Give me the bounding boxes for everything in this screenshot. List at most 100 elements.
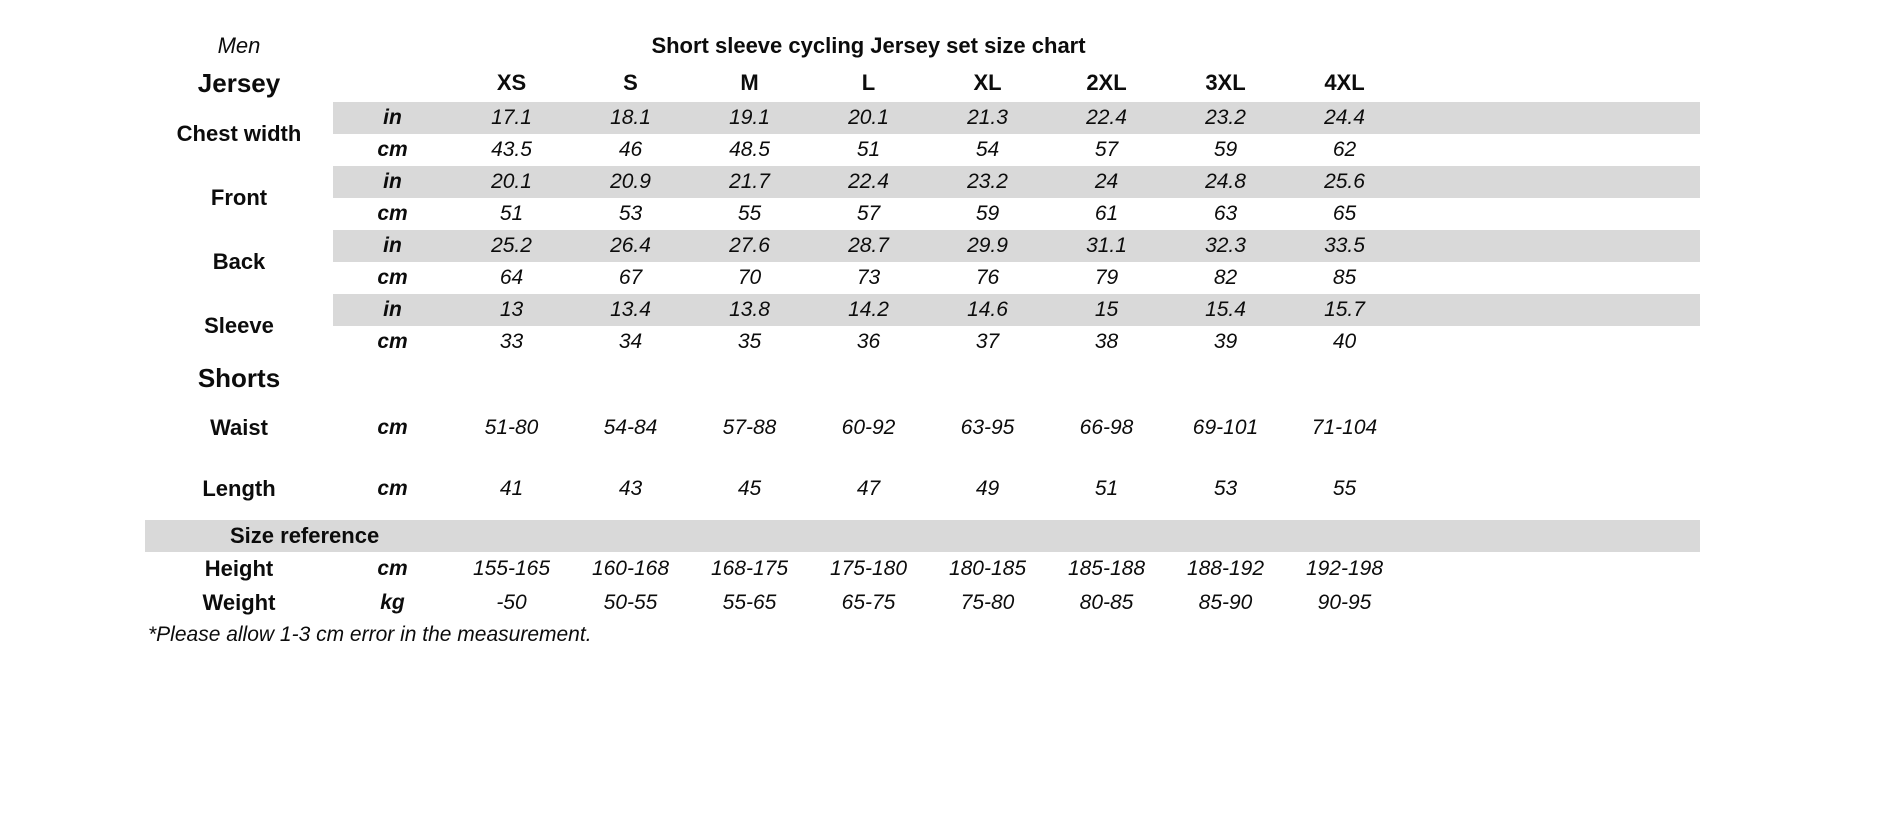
value-cell: 43.5	[491, 138, 532, 161]
table-row: in 20.1 20.9 21.7 22.4 23.2 24 24.8 25.6	[333, 166, 1700, 198]
value-cell: 192-198	[1305, 557, 1384, 580]
value-cell: 47	[856, 477, 881, 500]
value-cell: 28.7	[848, 234, 889, 257]
value-cell: 51	[1094, 477, 1119, 500]
value-cell: 59	[975, 202, 1000, 225]
value-cell: 82	[1213, 266, 1238, 289]
value-cell: 90-95	[1317, 591, 1372, 614]
value-cell: 168-175	[710, 557, 789, 580]
size-reference-band: Size reference	[145, 520, 1700, 552]
value-cell: 23.2	[1205, 106, 1246, 129]
table-row-length: Length cm 41 43 45 47 49 51 53 55	[145, 458, 1700, 520]
value-cell: 185-188	[1067, 557, 1146, 580]
value-cell: 175-180	[829, 557, 908, 580]
size-chart-table: Men Short sleeve cycling Jersey set size…	[145, 28, 1700, 650]
value-cell: 13.8	[729, 298, 770, 321]
value-cell: 57-88	[722, 416, 777, 439]
row-label-weight: Weight	[202, 589, 276, 615]
section-heading-jersey: Jersey	[197, 67, 281, 98]
value-cell: 63	[1213, 202, 1238, 225]
unit-cell: cm	[377, 477, 408, 500]
value-cell: 65	[1332, 202, 1357, 225]
row-label-sleeve: Sleeve	[204, 313, 274, 338]
header-row: Jersey XS S M L XL 2XL 3XL 4XL	[145, 64, 1700, 102]
column-header-2xl: 2XL	[1086, 70, 1127, 95]
value-cell: 57	[856, 202, 881, 225]
value-cell: 55	[737, 202, 762, 225]
value-cell: 40	[1332, 330, 1357, 353]
value-cell: 85	[1332, 266, 1357, 289]
value-cell: 59	[1213, 138, 1238, 161]
row-label-back: Back	[212, 249, 266, 274]
value-cell: 71-104	[1311, 416, 1378, 439]
unit-cell: cm	[377, 416, 408, 439]
value-cell: 45	[737, 477, 762, 500]
value-cell: 17.1	[491, 106, 532, 129]
value-cell: 57	[1094, 138, 1119, 161]
table-row: cm 51 53 55 57 59 61 63 65	[333, 198, 1700, 230]
row-label-waist: Waist	[210, 414, 268, 440]
column-header-l: L	[861, 70, 876, 95]
value-cell: 13.4	[610, 298, 651, 321]
row-label-front: Front	[210, 185, 268, 210]
value-cell: 55	[1332, 477, 1357, 500]
value-cell: 25.2	[491, 234, 532, 257]
value-cell: 24	[1094, 170, 1119, 193]
value-cell: 21.7	[729, 170, 770, 193]
value-cell: 35	[737, 330, 762, 353]
value-cell: 67	[618, 266, 643, 289]
measurement-chest-width: Chest width in 17.1 18.1 19.1 20.1 21.3 …	[145, 102, 1700, 166]
section-row-shorts: Shorts	[145, 358, 1700, 398]
table-row: cm 43.5 46 48.5 51 54 57 59 62	[333, 134, 1700, 166]
table-row: cm 64 67 70 73 76 79 82 85	[333, 262, 1700, 294]
table-row: cm 33 34 35 36 37 38 39 40	[333, 326, 1700, 358]
value-cell: 13	[499, 298, 524, 321]
row-label-length: Length	[202, 475, 276, 501]
value-cell: 46	[618, 138, 643, 161]
size-reference-heading: Size reference	[230, 523, 380, 548]
value-cell: 69-101	[1192, 416, 1259, 439]
gender-label: Men	[217, 32, 261, 58]
value-cell: 75-80	[960, 591, 1015, 614]
table-row: in 25.2 26.4 27.6 28.7 29.9 31.1 32.3 33…	[333, 230, 1700, 262]
value-cell: 73	[856, 266, 881, 289]
unit-cell: in	[383, 234, 402, 257]
value-cell: 43	[618, 477, 643, 500]
value-cell: 70	[737, 266, 762, 289]
unit-cell: cm	[377, 138, 408, 161]
title-row: Men Short sleeve cycling Jersey set size…	[145, 28, 1700, 64]
value-cell: 85-90	[1198, 591, 1253, 614]
value-cell: 180-185	[948, 557, 1027, 580]
unit-cell: kg	[380, 591, 405, 614]
value-cell: 34	[618, 330, 643, 353]
value-cell: 20.9	[610, 170, 651, 193]
value-cell: -50	[496, 591, 527, 614]
value-cell: 41	[499, 477, 524, 500]
value-cell: 33.5	[1324, 234, 1365, 257]
value-cell: 63-95	[960, 416, 1015, 439]
section-heading-shorts: Shorts	[197, 362, 281, 393]
value-cell: 32.3	[1205, 234, 1246, 257]
value-cell: 38	[1094, 330, 1119, 353]
value-cell: 20.1	[491, 170, 532, 193]
value-cell: 14.2	[848, 298, 889, 321]
value-cell: 53	[1213, 477, 1238, 500]
value-cell: 26.4	[610, 234, 651, 257]
value-cell: 51-80	[484, 416, 539, 439]
value-cell: 33	[499, 330, 524, 353]
value-cell: 76	[975, 266, 1000, 289]
column-header-xs: XS	[496, 70, 527, 95]
unit-cell: in	[383, 170, 402, 193]
unit-cell: in	[383, 106, 402, 129]
value-cell: 64	[499, 266, 524, 289]
value-cell: 39	[1213, 330, 1238, 353]
value-cell: 79	[1094, 266, 1119, 289]
table-row-weight: Weight kg -50 50-55 55-65 65-75 75-80 80…	[145, 586, 1700, 620]
value-cell: 48.5	[729, 138, 770, 161]
value-cell: 37	[975, 330, 1000, 353]
value-cell: 15	[1094, 298, 1119, 321]
value-cell: 51	[856, 138, 881, 161]
value-cell: 27.6	[729, 234, 770, 257]
value-cell: 25.6	[1324, 170, 1365, 193]
value-cell: 24.8	[1205, 170, 1246, 193]
